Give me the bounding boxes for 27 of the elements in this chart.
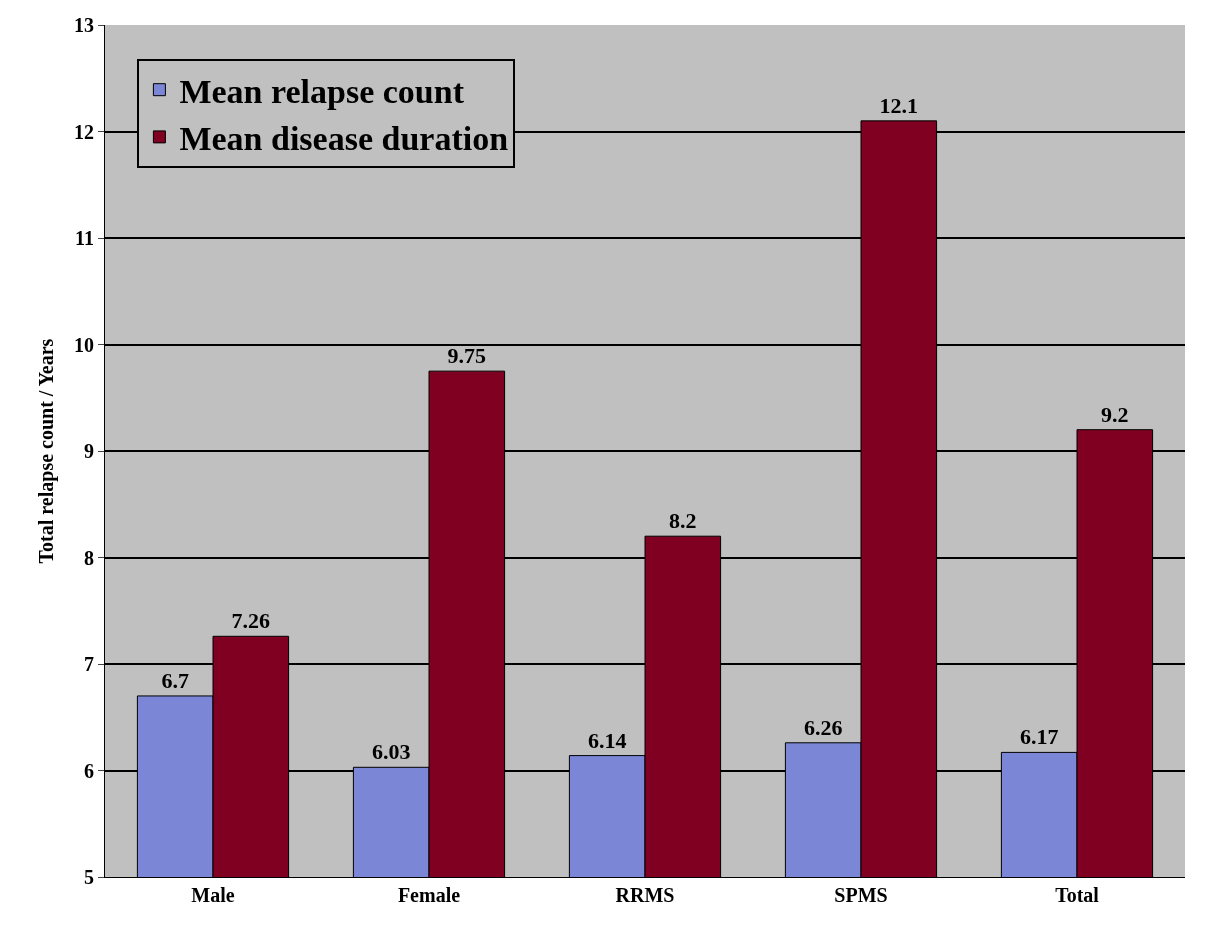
- data-label: 6.17: [1019, 724, 1059, 750]
- y-tick-label: 12: [74, 120, 94, 143]
- y-tick-label: 10: [74, 333, 94, 356]
- y-tick-label: 11: [75, 227, 94, 249]
- y-tick-label: 8: [84, 546, 94, 569]
- y-tick-label: 9: [84, 440, 94, 462]
- legend-label: Mean relapse count: [179, 72, 465, 110]
- x-tick-label: RRMS: [615, 884, 675, 906]
- y-tick-label: 5: [84, 866, 94, 888]
- data-label: 6.7: [161, 667, 189, 693]
- x-tick-label: SPMS: [834, 884, 888, 906]
- y-tick-label: 7: [84, 653, 94, 675]
- data-label: 7.26: [231, 608, 271, 634]
- data-label: 8.2: [669, 508, 697, 534]
- data-label: 6.03: [371, 739, 411, 765]
- y-axis-title: Total relapse count / Years: [34, 338, 58, 564]
- x-tick-label: Total: [1055, 884, 1100, 906]
- data-label: 9.75: [447, 343, 487, 369]
- y-tick-label: 13: [74, 14, 94, 36]
- data-label: 9.2: [1101, 401, 1129, 427]
- data-label: 12.1: [879, 92, 919, 118]
- data-label: 6.14: [587, 727, 627, 753]
- x-tick-label: Male: [191, 884, 235, 906]
- y-tick-label: 6: [84, 759, 94, 782]
- x-tick-label: Female: [397, 884, 461, 906]
- legend-label: Mean disease duration: [179, 120, 509, 158]
- data-label: 6.26: [803, 714, 843, 740]
